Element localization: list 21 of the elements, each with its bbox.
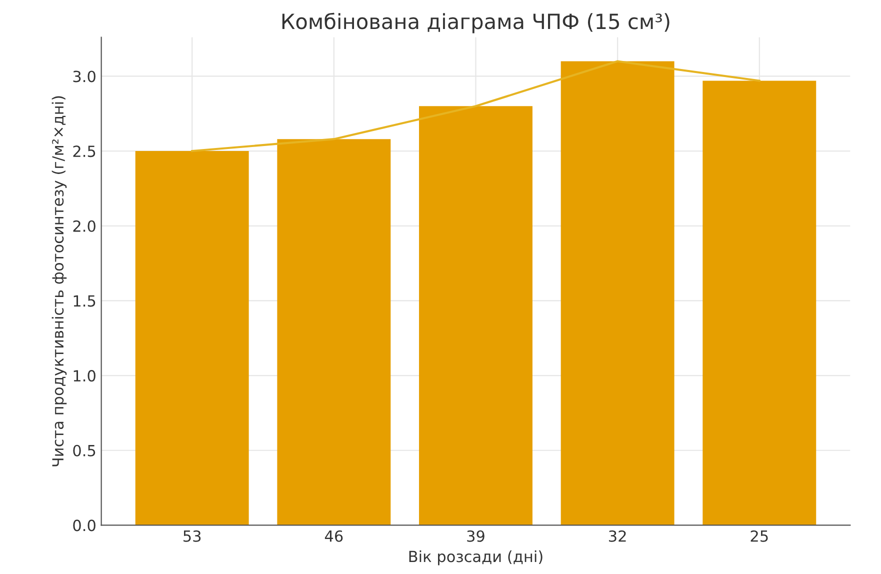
x-tick-label: 25 — [750, 530, 768, 542]
bar — [419, 106, 532, 526]
y-tick-label: 3.0 — [73, 70, 96, 82]
x-tick-label: 39 — [467, 530, 484, 542]
y-tick-label: 0.5 — [73, 444, 96, 456]
bar — [277, 139, 391, 526]
y-tick-label: 1.5 — [74, 295, 96, 307]
y-tick-label: 0.0 — [73, 520, 96, 532]
x-tick-label: 46 — [324, 530, 343, 542]
x-axis-title: Вік розсади (дні) — [409, 550, 542, 566]
y-tick-label: 2.0 — [73, 220, 96, 232]
bar — [560, 61, 674, 526]
bar — [702, 80, 816, 526]
x-tick-label: 32 — [609, 530, 626, 542]
chart-title: Комбінована діаграма ЧПФ (15 см³) — [282, 12, 670, 34]
line-series — [191, 60, 760, 152]
x-tick-label: 53 — [184, 530, 201, 542]
bar — [135, 151, 249, 526]
y-tick-label: 2.5 — [73, 146, 96, 158]
y-tick-label: 1.0 — [74, 370, 96, 382]
y-axis-title: Чиста продуктивність фотосинтезу (г/м²×дні) — [52, 96, 67, 466]
